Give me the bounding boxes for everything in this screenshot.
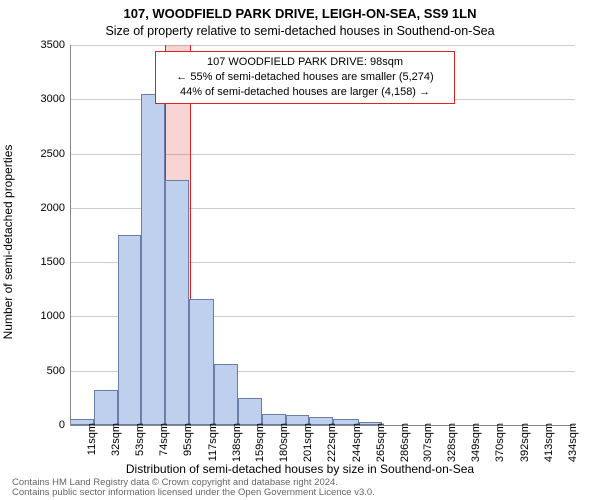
y-axis-line [70, 45, 71, 425]
histogram-bar [165, 180, 189, 425]
chart-title-address: 107, WOODFIELD PARK DRIVE, LEIGH-ON-SEA,… [0, 6, 600, 21]
y-tick-label: 0 [25, 419, 65, 431]
histogram-bar [238, 398, 262, 425]
y-tick-label: 500 [25, 365, 65, 377]
x-axis-label: Distribution of semi-detached houses by … [0, 462, 600, 476]
plot-area: 107 WOODFIELD PARK DRIVE: 98sqm← 55% of … [70, 45, 575, 425]
y-tick-label: 2500 [25, 148, 65, 160]
annotation-line: ← 55% of semi-detached houses are smalle… [164, 70, 446, 85]
annotation-line: 44% of semi-detached houses are larger (… [164, 85, 446, 100]
histogram-bar [118, 235, 142, 425]
chart-wrapper: 107, WOODFIELD PARK DRIVE, LEIGH-ON-SEA,… [0, 0, 600, 500]
y-tick-label: 3000 [25, 93, 65, 105]
histogram-bar [141, 94, 165, 425]
y-tick-label: 1000 [25, 310, 65, 322]
histogram-bar [189, 299, 214, 425]
histogram-bar [94, 390, 118, 425]
y-axis-label: Number of semi-detached properties [1, 145, 15, 340]
y-tick-label: 1500 [25, 256, 65, 268]
footer-copyright-2: Contains public sector information licen… [12, 487, 375, 498]
chart-title-description: Size of property relative to semi-detach… [0, 24, 600, 38]
annotation-line: 107 WOODFIELD PARK DRIVE: 98sqm [164, 55, 446, 70]
y-tick-label: 3500 [25, 39, 65, 51]
histogram-bar [214, 364, 238, 425]
gridline [70, 45, 575, 46]
annotation-box: 107 WOODFIELD PARK DRIVE: 98sqm← 55% of … [155, 51, 455, 104]
y-tick-label: 2000 [25, 202, 65, 214]
